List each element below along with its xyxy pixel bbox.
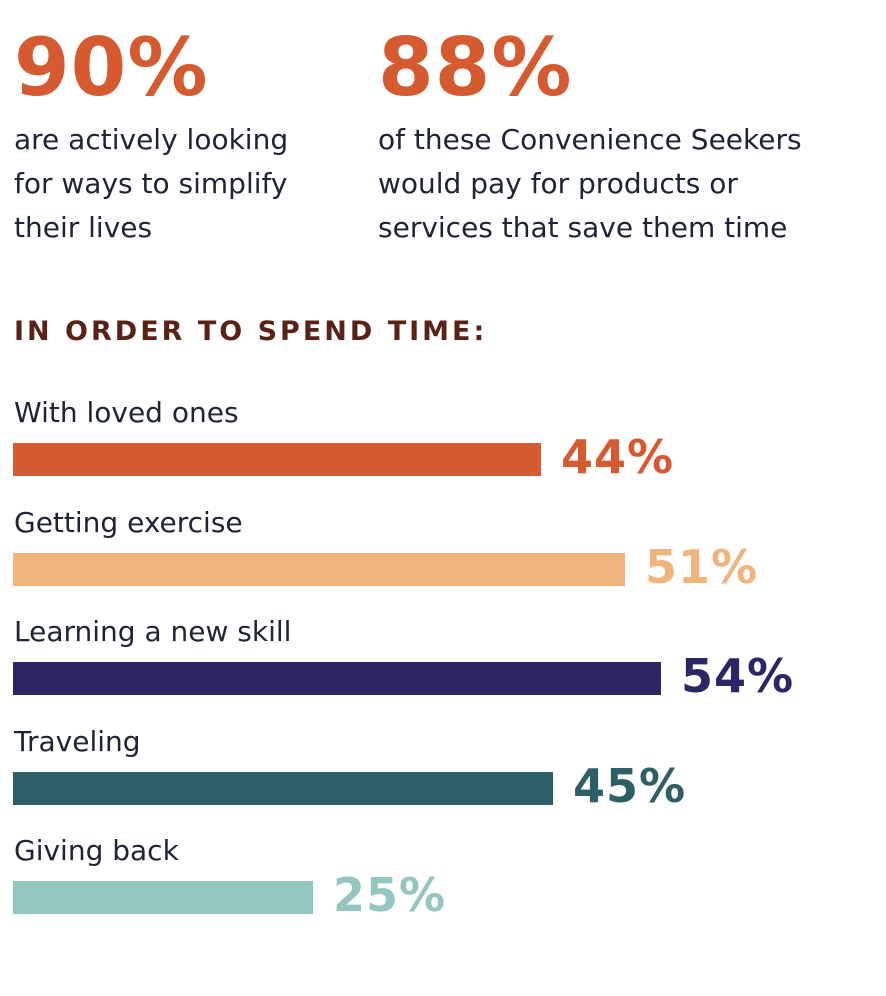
bar-value-label: 25% [333, 868, 447, 922]
bar-value-label: 45% [573, 758, 687, 813]
bar-category-label: Getting exercise [14, 505, 243, 539]
stat-value-2: 88% [378, 21, 573, 114]
bar-row: Giving back 25% [0, 833, 886, 933]
bar-category-label: With loved ones [14, 396, 239, 429]
bar-value-label: 51% [645, 539, 759, 594]
chart-title: IN ORDER TO SPEND TIME: [14, 316, 488, 347]
bar-chart: With loved ones 44% Getting exercise 51% Lea… [0, 395, 886, 955]
bar [13, 662, 661, 695]
bar-row: Getting exercise 51% [0, 505, 886, 605]
bar-row: Traveling 45% [0, 724, 886, 824]
bar-value-label: 54% [681, 649, 795, 703]
stat-description-1: are actively looking for ways to simplif… [14, 118, 344, 250]
stat-description-2-line: services that save them time [378, 211, 788, 244]
bar [13, 443, 541, 476]
bar [13, 881, 313, 914]
bar [13, 552, 625, 586]
stat-block-2: 88% of these Convenience Seekers would p… [378, 28, 858, 250]
stat-description-2-line: of these Convenience Seekers [378, 123, 802, 156]
bar-row: Learning a new skill 54% [0, 614, 886, 714]
bar-value-label: 44% [561, 430, 675, 484]
stat-value-1: 90% [14, 21, 209, 114]
stat-description-1-line: for ways to simplify [14, 167, 288, 200]
stat-description-1-line: their lives [14, 211, 153, 244]
bar [13, 771, 553, 805]
bar-row: With loved ones 44% [0, 395, 886, 495]
stat-block-1: 90% are actively looking for ways to sim… [14, 28, 344, 250]
bar-category-label: Giving back [14, 834, 179, 867]
stat-description-1-line: are actively looking [14, 123, 289, 156]
stat-description-2: of these Convenience Seekers would pay f… [378, 118, 858, 250]
stat-description-2-line: would pay for products or [378, 167, 738, 200]
bar-category-label: Traveling [14, 724, 141, 758]
bar-category-label: Learning a new skill [14, 615, 292, 648]
